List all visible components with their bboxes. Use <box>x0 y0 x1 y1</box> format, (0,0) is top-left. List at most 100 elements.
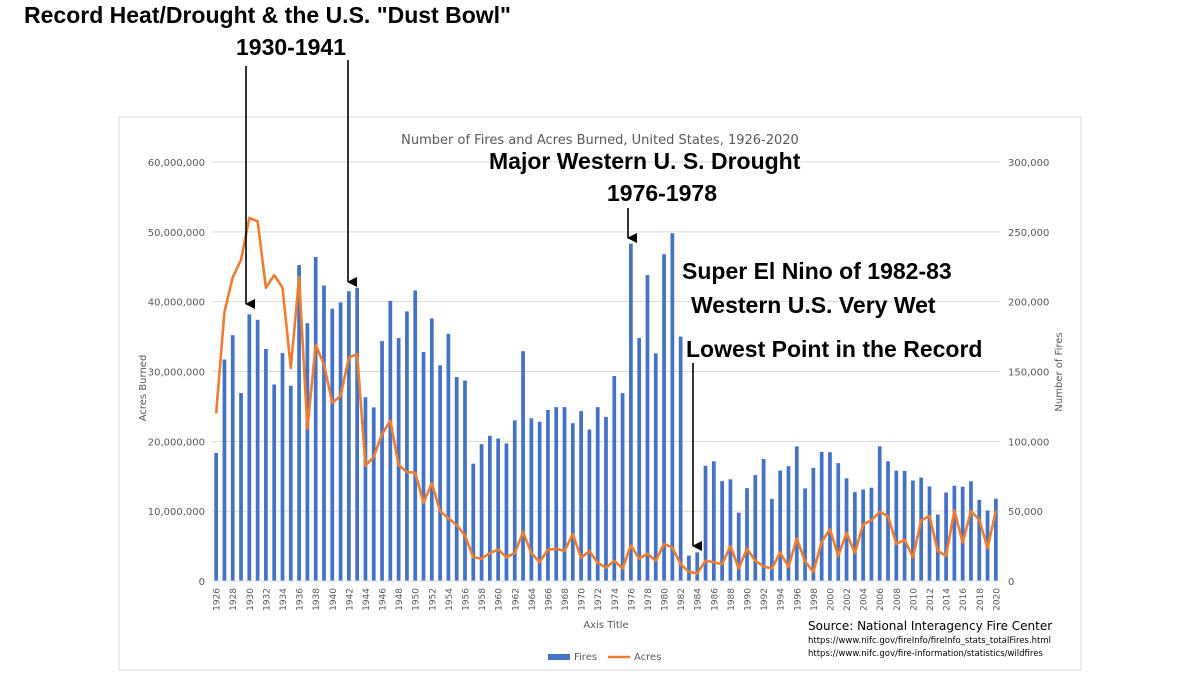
fires-bar-1994 <box>778 470 783 581</box>
fires-bar-1996 <box>794 446 799 581</box>
fires-bar-1997 <box>803 488 807 581</box>
lowest-point-annotation: Lowest Point in the Record <box>686 336 983 362</box>
fires-bar-1960 <box>496 438 501 581</box>
fires-bar-2018 <box>977 499 982 581</box>
fires-bar-1947 <box>388 300 393 581</box>
fires-bar-1985 <box>703 465 708 581</box>
x-tick-label: 1974 <box>611 588 621 611</box>
x-axis-title: Axis Title <box>583 620 628 631</box>
x-tick-label: 2014 <box>943 588 953 611</box>
fires-bar-1934 <box>280 353 285 581</box>
dust-bowl-annotation-line2: 1930-1941 <box>236 34 346 60</box>
gridlines <box>212 161 1000 512</box>
fires-bar-1946 <box>380 341 384 581</box>
x-tick-label: 1952 <box>428 588 438 611</box>
left-tick-label: 40,000,000 <box>148 298 205 309</box>
fires-bar-1974 <box>612 375 617 581</box>
x-tick-label: 1990 <box>744 588 754 611</box>
el-nino-annotation-line1: Super El Nino of 1982-83 <box>682 258 952 284</box>
x-tick-label: 2020 <box>992 588 1002 611</box>
fires-bar-1949 <box>405 311 409 581</box>
fires-bar-1987 <box>720 481 724 581</box>
x-tick-label: 1960 <box>495 588 505 611</box>
left-tick-label: 30,000,000 <box>148 368 205 379</box>
fires-bar-1995 <box>786 466 791 581</box>
fires-bar-1968 <box>562 407 567 581</box>
fires-bar-2020 <box>993 498 998 581</box>
chart-area-border <box>118 116 1082 671</box>
x-tick-label: 1968 <box>561 588 571 611</box>
x-tick-label: 1930 <box>246 588 256 611</box>
fires-bar-1945 <box>371 407 376 581</box>
right-axis-title: Number of Fires <box>1054 332 1065 411</box>
x-tick-label: 1984 <box>694 588 704 611</box>
fires-bar-1939 <box>322 285 326 581</box>
source-url-1: https://www.nifc.gov/fireInfo/fireInfo_s… <box>808 636 1052 646</box>
legend-fires-swatch <box>548 654 570 660</box>
fires-bar-1989 <box>736 512 741 581</box>
fires-bar-1928 <box>230 335 235 581</box>
x-tick-label: 1932 <box>262 588 272 611</box>
right-tick-label: 150,000 <box>1008 368 1049 379</box>
fires-bar-1958 <box>479 444 484 581</box>
fires-bar-1940 <box>330 308 335 581</box>
left-tick-label: 20,000,000 <box>148 437 205 448</box>
x-tick-label: 1946 <box>379 588 389 611</box>
fires-bar-1935 <box>288 385 293 581</box>
x-tick-label: 1940 <box>329 588 339 611</box>
fires-bar-1926 <box>214 452 219 581</box>
fires-bar-1975 <box>620 393 625 581</box>
x-tick-label: 1988 <box>727 588 737 611</box>
x-tick-label: 1978 <box>644 588 654 611</box>
source-label: Source: National Interagency Fire Center <box>808 619 1053 633</box>
western-drought-annotation-line2: 1976-1978 <box>607 180 717 206</box>
fires-bar-1988 <box>728 479 733 581</box>
right-tick-label: 0 <box>1008 577 1014 588</box>
right-tick-label: 100,000 <box>1008 437 1049 448</box>
fires-bar-1993 <box>770 498 774 581</box>
fires-bar-2007 <box>886 461 890 581</box>
source-url-2: https://www.nifc.gov/fire-information/st… <box>808 649 1043 659</box>
fires-bar-1950 <box>413 290 418 581</box>
fires-bar-1954 <box>446 333 451 581</box>
fires-bar-2003 <box>852 492 857 581</box>
x-tick-label: 2006 <box>876 588 886 611</box>
x-tick-label: 1962 <box>511 588 521 611</box>
x-tick-label: 1942 <box>345 588 355 611</box>
x-tick-label: 1986 <box>710 588 720 611</box>
fires-bar-1942 <box>347 291 351 581</box>
x-tick-label: 1944 <box>362 588 372 611</box>
fires-bars <box>214 233 998 582</box>
fires-bar-1961 <box>504 443 509 581</box>
fires-bar-1952 <box>429 318 434 581</box>
x-tick-label: 2018 <box>976 588 986 611</box>
fires-bar-2008 <box>894 470 899 581</box>
fires-bar-1963 <box>521 351 525 581</box>
x-tick-label: 1934 <box>279 588 289 611</box>
fires-bar-2002 <box>844 478 849 581</box>
right-tick-label: 200,000 <box>1008 298 1049 309</box>
x-tick-label: 1996 <box>793 588 803 611</box>
x-tick-label: 1980 <box>661 588 671 611</box>
x-tick-label: 1964 <box>528 588 538 611</box>
left-axis-title: Acres Burned <box>138 355 149 422</box>
left-axis-ticks: 0 10,000,000 20,000,000 30,000,000 40,000,00… <box>148 158 205 588</box>
x-tick-label: 1956 <box>461 588 471 611</box>
fires-bar-2010 <box>911 480 915 581</box>
fires-bar-1927 <box>222 359 227 581</box>
fires-bar-2011 <box>919 477 924 581</box>
fires-bar-1931 <box>255 319 260 581</box>
x-tick-label: 2010 <box>909 588 919 611</box>
x-tick-label: 1970 <box>578 588 588 611</box>
fires-bar-1957 <box>471 463 476 581</box>
x-tick-label: 1954 <box>445 588 455 611</box>
fires-bar-1981 <box>670 233 675 582</box>
fires-bar-1980 <box>662 254 666 581</box>
x-tick-label: 1998 <box>810 588 820 611</box>
x-tick-label: 1948 <box>395 588 405 611</box>
fires-bar-1972 <box>595 407 600 581</box>
fires-bar-2015 <box>952 485 957 581</box>
fires-bar-2016 <box>960 486 965 581</box>
fires-bar-2014 <box>944 492 948 581</box>
